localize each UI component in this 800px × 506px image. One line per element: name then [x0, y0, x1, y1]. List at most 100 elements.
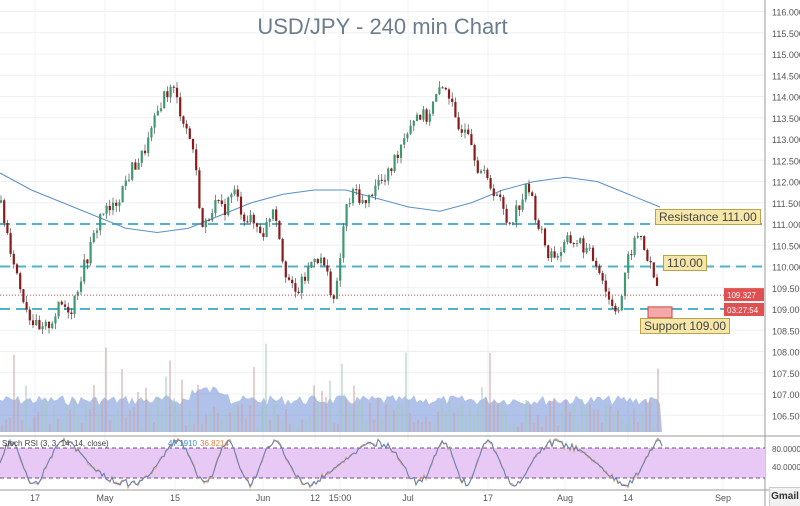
candle-body [486, 169, 489, 179]
candle-body [115, 202, 118, 206]
candle-body [559, 252, 563, 256]
candle-body [435, 94, 438, 102]
candle-body [358, 189, 361, 203]
candle-body [54, 316, 57, 324]
candle-body [195, 149, 198, 171]
candle-body [553, 251, 556, 258]
stoch-tick-label: 80.0000 [772, 445, 800, 454]
candle-body [300, 276, 303, 294]
candle-body [259, 226, 262, 234]
candle-body [60, 301, 63, 305]
candle-body [15, 264, 19, 274]
candle-body [67, 306, 70, 313]
y-tick-label: 112.000 [772, 178, 800, 188]
moving-average-line [0, 172, 661, 234]
candle-body [191, 138, 195, 150]
candle-body [319, 257, 323, 264]
candle-body [140, 150, 143, 163]
stoch-tick-label: 40.0000 [772, 463, 800, 472]
gmail-button[interactable]: Gmail [769, 487, 800, 506]
candle-body [198, 170, 201, 209]
y-tick-label: 109.000 [772, 305, 800, 315]
candle-body [598, 266, 601, 274]
candle-body [473, 144, 476, 161]
candle-body [518, 205, 521, 210]
candle-body [9, 233, 12, 254]
candle-body [12, 253, 15, 265]
candle-body [377, 179, 380, 186]
candle-body [169, 86, 172, 98]
candle-body [556, 255, 559, 258]
candle-body [355, 189, 358, 191]
candle-body [111, 202, 115, 211]
candle-body [617, 310, 620, 312]
candle-body [399, 144, 403, 158]
candle-body [425, 109, 428, 122]
candle-body [83, 259, 86, 282]
candle-body [35, 319, 38, 326]
candle-body [543, 228, 547, 246]
candle-body [441, 87, 444, 89]
candle-body [223, 204, 227, 216]
candle-body [79, 281, 83, 292]
support-label: Support 109.00 [640, 318, 731, 334]
candle-body [339, 258, 342, 281]
candle-body [3, 200, 6, 224]
candle-body [563, 241, 566, 253]
candle-body [131, 162, 134, 180]
candle-body [252, 214, 255, 224]
candle-body [307, 267, 310, 281]
candle-body [415, 114, 419, 121]
candle-body [547, 245, 550, 259]
candle-body [620, 296, 623, 311]
x-tick-label: 15:00 [329, 493, 352, 503]
candle-body [383, 180, 387, 182]
candle-body [479, 170, 483, 173]
x-tick-label: 17 [483, 493, 493, 503]
y-tick-label: 115.000 [772, 50, 800, 60]
candle-body [262, 233, 265, 237]
stoch-label: Stoch RSI (3, 3, 14, 14, close) [2, 439, 109, 448]
candle-body [239, 196, 243, 215]
candle-body [572, 243, 575, 245]
candle-body [627, 254, 630, 273]
candle-body [505, 208, 508, 223]
candle-body [508, 222, 511, 224]
candle-body [390, 168, 393, 172]
y-tick-label: 110.500 [772, 241, 800, 251]
y-tick-label: 114.500 [772, 71, 800, 81]
candle-body [156, 110, 159, 116]
candle-body [230, 194, 233, 198]
level-110-label: 110.00 [663, 255, 707, 271]
candle-body [153, 115, 156, 128]
candle-body [447, 89, 451, 99]
candle-body [124, 180, 127, 187]
candle-body [47, 321, 51, 329]
stoch-band [0, 448, 765, 478]
candle-body [483, 169, 486, 171]
candle-body [185, 123, 188, 129]
y-tick-label: 112.500 [772, 156, 800, 166]
candle-body [121, 186, 124, 203]
candle-body [364, 200, 367, 204]
candle-body [159, 108, 163, 111]
candle-body [211, 213, 214, 221]
y-tick-label: 106.500 [772, 411, 800, 421]
candle-body [89, 242, 92, 264]
candle-body [163, 91, 166, 109]
y-tick-label: 111.500 [772, 199, 800, 209]
candle-body [457, 117, 460, 130]
candle-body [255, 223, 259, 227]
candle-body [451, 98, 454, 102]
candle-body [412, 120, 415, 126]
candle-body [646, 249, 649, 261]
candle-body [374, 185, 377, 196]
candle-body [476, 160, 479, 173]
candle-body [297, 291, 300, 294]
volume-area [0, 386, 662, 432]
candle-body [284, 261, 287, 278]
x-tick-label: Jun [256, 493, 271, 503]
countdown-value: 03:27:54 [727, 306, 759, 315]
